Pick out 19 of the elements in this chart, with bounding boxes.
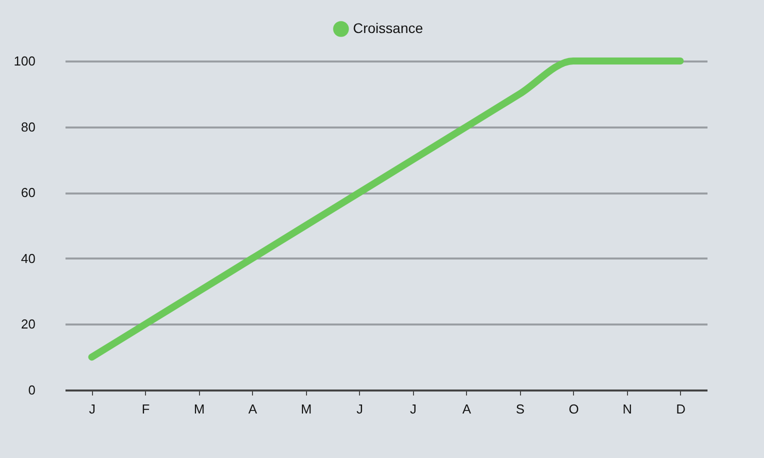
x-tick-label: M <box>300 402 312 416</box>
x-tick-label: J <box>89 402 96 416</box>
x-tick-label: M <box>194 402 205 416</box>
y-tick-label: 0 <box>28 382 36 398</box>
x-tick-label: N <box>622 402 632 416</box>
x-tick-label: O <box>568 402 579 416</box>
y-tick-label: 80 <box>21 119 36 134</box>
x-tick-label: J <box>410 402 416 416</box>
x-tick-label: D <box>676 402 686 416</box>
x-tick-label: F <box>142 402 150 416</box>
y-tick-label: 40 <box>21 250 36 266</box>
legend-label: Croissance <box>353 20 424 36</box>
x-tick-label: A <box>462 402 472 416</box>
y-tick-label: 100 <box>14 54 36 68</box>
x-tick-label: A <box>248 402 258 416</box>
y-tick-label: 60 <box>21 185 36 200</box>
x-tick-label: J <box>356 402 363 416</box>
x-tick-label: S <box>516 402 525 416</box>
y-tick-label: 20 <box>21 316 36 332</box>
